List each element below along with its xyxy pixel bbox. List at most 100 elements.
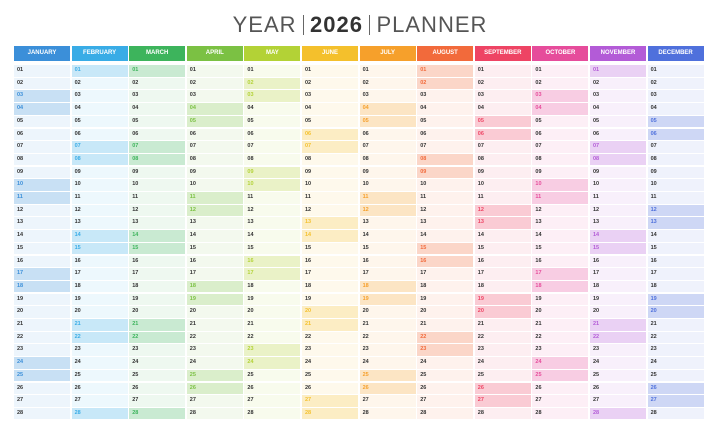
day-cell: 02: [532, 77, 589, 90]
day-cell: 28: [14, 407, 70, 420]
day-cell: 06: [244, 128, 301, 140]
day-cell: 22: [14, 331, 70, 344]
day-cell: 24: [474, 357, 531, 369]
day-cell: 13: [129, 217, 186, 229]
day-cell: 06: [359, 128, 416, 140]
day-cell: 03: [129, 90, 186, 102]
day-cell: 22: [474, 331, 531, 344]
day-cell: 24: [14, 357, 70, 369]
month-header: MAY: [244, 46, 301, 61]
day-cell: 15: [129, 242, 186, 255]
day-cell: 16: [647, 255, 704, 267]
day-cell: 17: [532, 268, 589, 280]
day-cell: 11: [417, 192, 474, 204]
day-cell: 03: [186, 90, 243, 102]
day-cell: 18: [129, 280, 186, 293]
day-cell: 07: [647, 141, 704, 153]
day-cell: 01: [417, 65, 474, 77]
day-cell: 10: [186, 179, 243, 191]
day-cell: 07: [532, 141, 589, 153]
day-cell: 24: [71, 357, 128, 369]
day-cell: 28: [359, 407, 416, 420]
day-cell: 14: [244, 230, 301, 242]
day-cell: 27: [417, 395, 474, 407]
day-cell: 15: [417, 242, 474, 255]
day-cell: 15: [71, 242, 128, 255]
day-cell: 15: [532, 242, 589, 255]
day-cell: 20: [302, 306, 358, 318]
day-cell: 16: [244, 255, 301, 267]
day-cell: 25: [14, 369, 70, 382]
day-cell: 11: [474, 192, 531, 204]
day-cell: 02: [590, 77, 646, 90]
day-cell: 23: [71, 344, 128, 356]
day-cell: 06: [186, 128, 243, 140]
day-cell: 15: [647, 242, 704, 255]
day-cell: 25: [71, 369, 128, 382]
day-cell: 22: [302, 331, 358, 344]
day-cell: 18: [359, 280, 416, 293]
day-cell: 09: [186, 166, 243, 179]
day-cell: 10: [532, 179, 589, 191]
day-cell: 20: [417, 306, 474, 318]
day-cell: 14: [417, 230, 474, 242]
day-cell: 14: [186, 230, 243, 242]
day-cell: 25: [590, 369, 646, 382]
day-cell: 05: [244, 115, 301, 128]
day-cell: 27: [532, 395, 589, 407]
day-cell: 02: [244, 77, 301, 90]
day-cell: 15: [474, 242, 531, 255]
day-cell: 21: [186, 319, 243, 331]
day-cell: 05: [417, 115, 474, 128]
day-cell: 17: [186, 268, 243, 280]
day-cell: 07: [359, 141, 416, 153]
day-cell: 17: [71, 268, 128, 280]
day-cell: 14: [474, 230, 531, 242]
day-cell: 21: [302, 319, 358, 331]
day-cell: 24: [359, 357, 416, 369]
day-cell: 06: [417, 128, 474, 140]
day-cell: 25: [244, 369, 301, 382]
month-column: APRIL 01 02 03 04 05 06 07 08 09 10 11 12 13 14 15 16 17 1…: [186, 46, 243, 420]
day-cell: 23: [417, 344, 474, 356]
day-cell: 03: [71, 90, 128, 102]
month-header: OCTOBER: [532, 46, 589, 61]
day-cell: 21: [14, 319, 70, 331]
day-cell: 18: [590, 280, 646, 293]
day-cell: 10: [647, 179, 704, 191]
month-header: JANUARY: [14, 46, 70, 61]
day-cell: 07: [186, 141, 243, 153]
day-cell: 19: [244, 293, 301, 306]
day-cell: 12: [14, 204, 70, 217]
day-cell: 08: [71, 153, 128, 166]
day-cell: 26: [590, 382, 646, 394]
day-cell: 03: [417, 90, 474, 102]
day-cell: 14: [647, 230, 704, 242]
day-cell: 07: [590, 141, 646, 153]
day-cell: 23: [474, 344, 531, 356]
day-cell: 20: [186, 306, 243, 318]
day-cell: 21: [590, 319, 646, 331]
day-cell: 04: [302, 103, 358, 115]
day-cell: 03: [474, 90, 531, 102]
day-cell: 02: [71, 77, 128, 90]
day-cell: 21: [359, 319, 416, 331]
day-cell: 02: [302, 77, 358, 90]
month-column: OCTOBER 01 02 03 04 05 06 07 08 09 10 11 12 13 14 15 16 1…: [532, 46, 589, 420]
day-cell: 09: [14, 166, 70, 179]
day-cell: 01: [359, 65, 416, 77]
day-cell: 28: [302, 407, 358, 420]
day-cell: 22: [186, 331, 243, 344]
day-cell: 24: [590, 357, 646, 369]
day-cell: 25: [359, 369, 416, 382]
day-cell: 05: [129, 115, 186, 128]
day-cell: 02: [647, 77, 704, 90]
day-cell: 27: [186, 395, 243, 407]
day-cell: 25: [532, 369, 589, 382]
day-cell: 03: [532, 90, 589, 102]
day-cell: 27: [359, 395, 416, 407]
day-cell: 10: [417, 179, 474, 191]
month-header: NOVEMBER: [590, 46, 646, 61]
day-cell: 01: [14, 65, 70, 77]
day-cell: 16: [186, 255, 243, 267]
